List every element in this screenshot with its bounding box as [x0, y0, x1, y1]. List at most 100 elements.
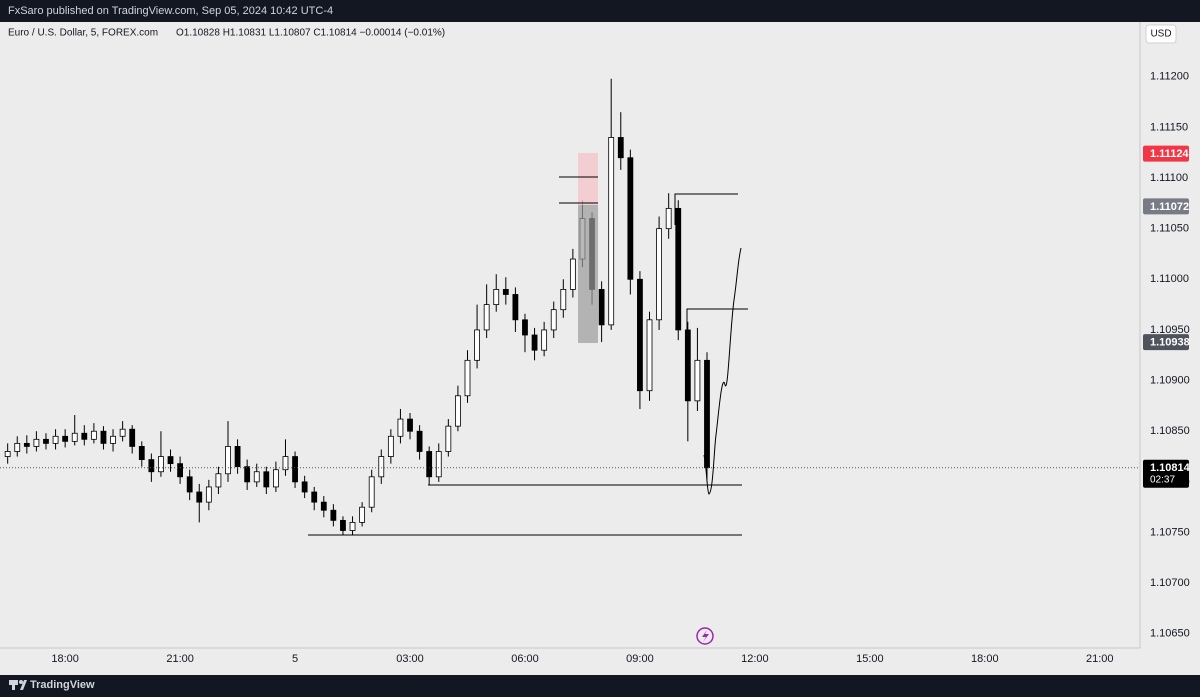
candle-body [186, 476, 193, 493]
candle-body [646, 319, 653, 392]
x-tick-label: 21:00 [1086, 653, 1114, 665]
x-tick-label: 03:00 [396, 653, 424, 665]
x-tick-label: 06:00 [511, 653, 539, 665]
candle-body [359, 506, 366, 523]
candle-body [43, 438, 49, 444]
candle-body [215, 473, 222, 488]
candle-body [100, 430, 107, 444]
candle-body [416, 430, 423, 452]
candle-body [349, 521, 356, 531]
drawings [308, 153, 748, 536]
candle-body [234, 446, 241, 468]
candle-body [33, 438, 40, 447]
candle-body [474, 329, 480, 361]
x-tick-label: 18:00 [971, 653, 999, 665]
header: FxSaro published on TradingView.com, Sep… [8, 5, 333, 17]
candle-body [378, 456, 385, 478]
price-tag [1143, 145, 1189, 162]
candle-body [617, 137, 624, 159]
y-tick-label: 1.10750 [1150, 526, 1190, 538]
last-price-label: 1.10814 [1150, 462, 1191, 474]
candle-body [167, 456, 174, 465]
price-tag [1143, 334, 1189, 351]
symbol: Euro / U.S. Dollar, 5, FOREX.com [8, 28, 158, 39]
candle-body [205, 486, 212, 503]
x-tick-label: 5 [292, 653, 298, 665]
candle-body [493, 289, 500, 306]
candle-body [608, 137, 615, 326]
candle-body [71, 432, 78, 442]
candle-body [665, 207, 672, 230]
candle-body [138, 446, 145, 460]
candle-body [598, 289, 605, 326]
y-tick-label: 1.11100 [1150, 172, 1188, 184]
candle-body [282, 456, 289, 471]
candle-body [522, 319, 528, 336]
currency[interactable]: USD [1150, 29, 1171, 40]
candle-body [4, 451, 11, 457]
y-tick-label: 1.11050 [1150, 223, 1189, 235]
y-tick-label: 1.10700 [1150, 577, 1190, 589]
candle-body [445, 425, 452, 452]
candle-body [110, 435, 116, 444]
x-tick-label: 15:00 [856, 653, 884, 665]
candle-body [435, 451, 442, 478]
candle-body [464, 359, 471, 397]
logo [9, 680, 27, 690]
candle-body [23, 442, 30, 447]
candle-body [244, 466, 251, 483]
candle-body [704, 359, 710, 469]
candle-body [119, 428, 126, 437]
y-tick-label: 1.11200 [1150, 71, 1189, 83]
y-tick-label: 1.10650 [1150, 628, 1190, 640]
candle-body [253, 471, 260, 483]
y-tick-label: 1.11150 [1150, 121, 1188, 133]
candle-body [292, 456, 298, 483]
price-tag-label: 1.11124 [1150, 148, 1189, 160]
candle-body [569, 258, 576, 290]
candle-body [129, 428, 136, 447]
currency-button[interactable] [1145, 24, 1177, 44]
y-tick-label: 1.11000 [1150, 273, 1189, 285]
x-tick-label: 12:00 [741, 653, 769, 665]
candle-body [14, 442, 21, 452]
candle-body [272, 469, 279, 488]
candle-body [397, 418, 404, 437]
candle-body [684, 329, 691, 402]
footer-bar [0, 675, 1200, 697]
candle-body [407, 418, 413, 432]
candle-body [502, 289, 509, 295]
candle-body [531, 334, 538, 351]
candle-body [62, 435, 69, 442]
candle-body [426, 451, 433, 478]
candle-body [656, 228, 662, 321]
candle-body [158, 456, 164, 473]
candle-body [387, 435, 394, 457]
y-tick-label: 1.10950 [1150, 324, 1190, 336]
candle-body [196, 491, 203, 503]
candle-body [483, 304, 490, 331]
candle-body [541, 329, 548, 351]
candle-body [368, 476, 375, 508]
footer: TradingView [30, 679, 95, 691]
candle-body [455, 395, 461, 427]
chart-background [0, 22, 1200, 675]
candle-body [320, 501, 327, 511]
price-tag-label: 1.10938 [1150, 336, 1190, 348]
candle-body [340, 519, 346, 531]
ohlc-legend: O1.10828 H1.10831 L1.10807 C1.10814 −0.0… [176, 28, 445, 39]
y-tick-label: 1.10900 [1150, 374, 1190, 386]
alert-icon[interactable] [696, 627, 714, 645]
price-tag-label: 1.11072 [1150, 201, 1189, 213]
candle-body [560, 289, 567, 311]
candle-body [263, 471, 270, 488]
candle-body [81, 432, 88, 440]
candle-body [694, 359, 701, 402]
candle-body [177, 463, 184, 478]
candle-body [52, 435, 59, 444]
last-price-tag [1143, 459, 1189, 488]
x-tick-label: 21:00 [166, 653, 194, 665]
candle-body [330, 509, 337, 521]
